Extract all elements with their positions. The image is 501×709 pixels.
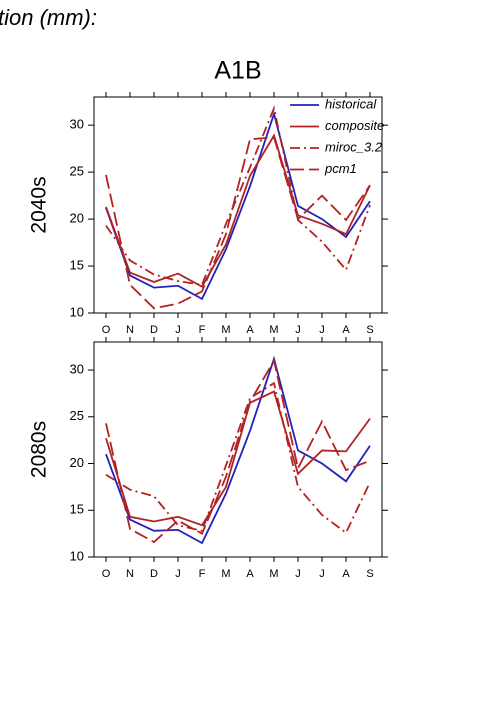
y-tick-label: 30 — [70, 361, 84, 376]
x-tick-label: J — [175, 324, 181, 336]
x-tick-label: N — [126, 324, 134, 336]
plot-frame — [93, 341, 383, 558]
x-tick-label: S — [366, 324, 373, 336]
y-tick-label: 15 — [70, 502, 84, 517]
x-tick-label: D — [150, 324, 158, 336]
series-line — [105, 105, 371, 286]
y-axis-label: 2040s — [28, 176, 51, 233]
x-tick-label: N — [126, 568, 134, 580]
y-axis-label: 2080s — [28, 421, 51, 478]
x-tick-label: D — [150, 568, 158, 580]
y-tick-label: 15 — [70, 257, 84, 272]
x-tick-label: J — [295, 324, 301, 336]
y-tick-label: 10 — [70, 304, 84, 319]
series-line — [105, 133, 371, 288]
series-line — [105, 110, 371, 301]
y-tick-label: 20 — [70, 211, 84, 226]
x-tick-label: F — [199, 568, 206, 580]
x-tick-label: M — [221, 568, 230, 580]
x-tick-label: A — [342, 568, 350, 580]
x-tick-label: J — [319, 324, 325, 336]
legend-label: historical — [325, 96, 377, 111]
x-tick-label: J — [319, 568, 325, 580]
legend-label: composite — [325, 118, 384, 133]
legend-label: pcm1 — [324, 161, 357, 176]
y-tick-label: 25 — [70, 408, 84, 423]
y-tick-label: 10 — [70, 548, 84, 563]
x-tick-label: A — [246, 568, 254, 580]
series-line — [105, 136, 371, 310]
series-line — [105, 355, 371, 545]
y-tick-label: 30 — [70, 117, 84, 132]
x-tick-label: M — [269, 568, 278, 580]
series-line — [105, 390, 371, 527]
series-line — [105, 358, 371, 544]
x-tick-label: A — [342, 324, 350, 336]
x-tick-label: S — [366, 568, 373, 580]
x-tick-label: F — [199, 324, 206, 336]
x-tick-label: M — [221, 324, 230, 336]
x-tick-label: O — [102, 568, 111, 580]
y-tick-label: 25 — [70, 164, 84, 179]
y-tick-label: 20 — [70, 455, 84, 470]
heading: tion (mm): — [0, 5, 97, 30]
legend-label: miroc_3.2 — [325, 139, 383, 154]
x-tick-label: M — [269, 324, 278, 336]
x-tick-label: J — [295, 568, 301, 580]
series-line — [105, 381, 371, 535]
x-tick-label: O — [102, 324, 111, 336]
chart-title: A1B — [214, 57, 261, 85]
x-tick-label: A — [246, 324, 254, 336]
plot-frame — [93, 96, 383, 314]
x-tick-label: J — [175, 568, 181, 580]
